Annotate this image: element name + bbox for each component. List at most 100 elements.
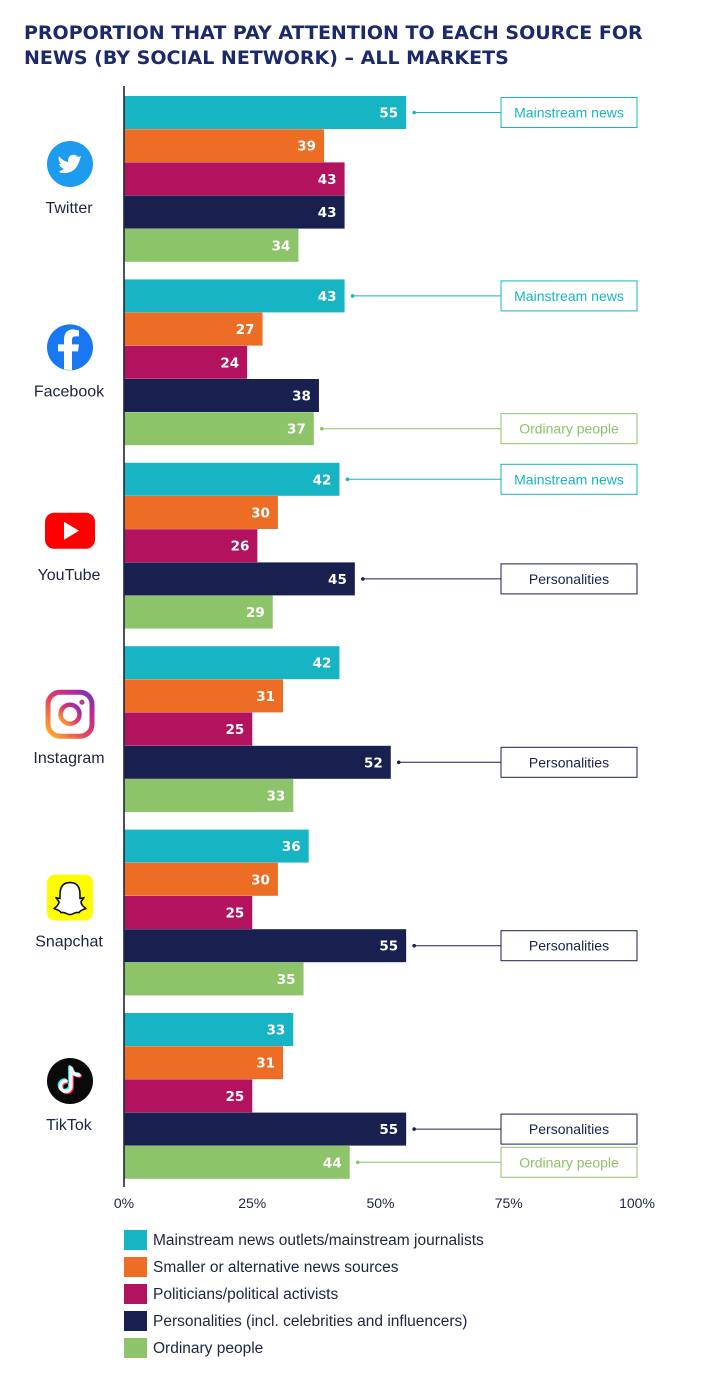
bar-value-twitter-2: 39 — [297, 139, 316, 155]
callout-box-1 — [500, 97, 638, 128]
bar-youtube-1 — [124, 462, 340, 496]
bar-facebook-3 — [124, 345, 248, 379]
x-tick-label-5: 100% — [619, 1195, 655, 1211]
youtube-play-shape — [64, 521, 79, 540]
instagram-lens — [58, 702, 82, 726]
bar-facebook-1 — [124, 279, 345, 313]
callout-box-5 — [500, 563, 638, 595]
bar-instagram-5 — [124, 779, 294, 812]
bar-instagram-3 — [124, 712, 253, 746]
bar-tiktok-3 — [124, 1079, 253, 1113]
bar-value-youtube-3: 26 — [231, 539, 250, 555]
callout-box-4 — [500, 463, 638, 495]
callout-text-9: Ordinary people — [519, 1154, 619, 1170]
legend-label-5: Ordinary people — [153, 1340, 263, 1357]
bar-instagram-1 — [124, 646, 340, 680]
network-label-twitter: Twitter — [45, 200, 93, 217]
bar-value-youtube-5: 29 — [246, 605, 265, 621]
bar-tiktok-2 — [124, 1046, 284, 1080]
bar-instagram-2 — [124, 679, 284, 713]
bar-tiktok-1 — [124, 1013, 294, 1046]
bar-snapchat-2 — [124, 862, 278, 896]
bar-value-facebook-3: 24 — [220, 355, 239, 371]
callout-dot-4 — [345, 477, 350, 482]
bar-value-youtube-2: 30 — [251, 506, 270, 522]
bar-value-facebook-4: 38 — [292, 389, 311, 405]
bar-snapchat-1 — [124, 829, 309, 863]
facebook-f-shape — [58, 329, 79, 371]
bar-value-snapchat-4: 55 — [379, 939, 398, 955]
bar-value-youtube-4: 45 — [328, 572, 347, 588]
callout-box-8 — [500, 1113, 638, 1145]
network-label-snapchat: Snapchat — [35, 934, 103, 951]
bar-snapchat-4 — [124, 929, 407, 963]
callout-box-3 — [500, 413, 638, 445]
bar-twitter-3 — [124, 162, 345, 196]
x-tick-label-4: 75% — [495, 1195, 523, 1211]
bar-youtube-5 — [124, 595, 273, 629]
legend-swatch-2 — [124, 1257, 147, 1277]
x-tick-label-1: 0% — [114, 1195, 134, 1211]
x-tick-label-2: 25% — [238, 1195, 266, 1211]
legend-swatch-5 — [124, 1338, 147, 1358]
bar-value-instagram-5: 33 — [266, 789, 285, 805]
bar-value-snapchat-3: 25 — [225, 906, 244, 922]
bar-value-instagram-3: 25 — [225, 722, 244, 738]
bar-value-tiktok-1: 33 — [266, 1023, 285, 1039]
callout-text-6: Personalities — [529, 754, 609, 770]
youtube-play-icon — [45, 512, 95, 549]
legend-swatch-3 — [124, 1284, 147, 1304]
legend-swatch-4 — [124, 1311, 147, 1331]
snapchat-ghost-shape — [53, 881, 87, 916]
callout-text-7: Personalities — [529, 938, 609, 954]
callout-box-6 — [500, 746, 638, 778]
chart-title-line-1: PROPORTION THAT PAY ATTENTION TO EACH SO… — [24, 22, 643, 44]
chart-title-line-2: NEWS (BY SOCIAL NETWORK) – ALL MARKETS — [24, 47, 509, 69]
callout-dot-9 — [355, 1160, 360, 1165]
bar-value-tiktok-3: 25 — [225, 1089, 244, 1105]
bar-value-tiktok-2: 31 — [256, 1056, 275, 1072]
network-label-facebook: Facebook — [34, 383, 105, 400]
twitter-bird-shape — [58, 154, 81, 174]
bar-value-twitter-3: 43 — [318, 172, 337, 188]
facebook-f-icon — [47, 324, 93, 371]
bar-youtube-2 — [124, 496, 278, 529]
bar-value-facebook-5: 37 — [287, 422, 306, 438]
bar-instagram-4 — [124, 745, 391, 779]
callout-box-7 — [500, 930, 638, 962]
bar-twitter-2 — [124, 129, 325, 163]
callout-text-4: Mainstream news — [514, 471, 624, 487]
callout-dot-1 — [412, 110, 416, 115]
instagram-camera-icon — [45, 689, 95, 739]
bar-value-tiktok-4: 55 — [379, 1122, 398, 1138]
callout-dot-6 — [396, 760, 401, 765]
bar-value-instagram-1: 42 — [313, 656, 332, 672]
bar-value-twitter-4: 43 — [318, 205, 337, 221]
tiktok-note-icon — [47, 1058, 93, 1104]
twitter-bird-icon — [47, 141, 93, 187]
bar-value-twitter-1: 55 — [379, 106, 398, 122]
bar-value-tiktok-5: 44 — [323, 1155, 342, 1171]
legend-label-1: Mainstream news outlets/mainstream journ… — [153, 1232, 484, 1249]
bar-value-instagram-4: 52 — [364, 755, 383, 771]
callout-dot-3 — [320, 426, 324, 431]
instagram-frame — [45, 689, 95, 739]
bar-value-instagram-2: 31 — [256, 689, 275, 705]
callout-dot-5 — [361, 577, 365, 581]
bar-snapchat-3 — [124, 896, 253, 929]
bar-twitter-5 — [124, 228, 299, 262]
bar-tiktok-5 — [124, 1145, 350, 1179]
bar-value-snapchat-2: 30 — [251, 872, 270, 888]
tiktok-note-white — [58, 1066, 81, 1094]
instagram-dot — [79, 699, 85, 705]
callout-dot-7 — [412, 943, 416, 948]
bar-youtube-3 — [124, 529, 258, 563]
callout-dot-2 — [350, 294, 355, 298]
bar-value-facebook-1: 43 — [318, 289, 337, 305]
legend-label-3: Politicians/political activists — [153, 1286, 338, 1303]
bar-facebook-5 — [124, 412, 314, 446]
callout-text-1: Mainstream news — [514, 105, 624, 121]
bar-facebook-4 — [124, 379, 319, 412]
bar-snapchat-5 — [124, 962, 304, 996]
bar-tiktok-4 — [124, 1112, 407, 1146]
